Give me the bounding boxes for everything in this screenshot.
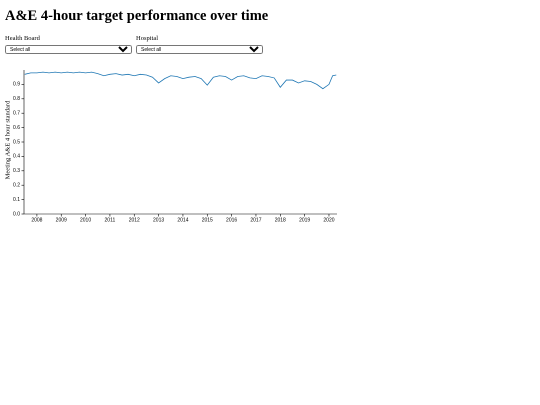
x-tick-label: 2017 [250,217,261,223]
page-title: A&E 4-hour target performance over time [5,8,269,24]
hospital-select[interactable]: Select all [136,45,263,54]
x-tick-label: 2016 [226,217,237,223]
filter-label: Hospital [136,35,159,42]
y-tick-label: 0.9 [13,82,20,88]
health-board-filter: Health Board Select all [5,35,132,54]
x-tick-label: 2015 [202,217,213,223]
chart: Meeting A&E 4 hour standard 0.0 0.1 0.2 0.3… [4,70,337,223]
filter-label: Health Board [5,35,40,42]
y-tick-label: 0.6 [13,125,20,131]
x-tick-label: 2011 [105,217,116,223]
y-tick-label: 0.0 [13,211,20,217]
y-tick-label: 0.5 [13,139,20,145]
x-tick-label: 2020 [323,217,334,223]
x-tick-label: 2014 [177,217,188,223]
y-tick-label: 0.8 [13,96,20,102]
line [24,71,337,90]
x-tick-label: 2013 [153,217,164,223]
x-tick-label: 2009 [56,217,67,223]
x-tick-label: 2019 [299,217,310,223]
y-tick-label: 0.2 [13,183,20,189]
x-tick-label: 2008 [31,217,42,223]
y-tick-label: 0.3 [13,168,20,174]
x-tick-label: 2012 [129,217,140,223]
y-axis-label: Meeting A&E 4 hour standard [4,100,11,179]
y-tick-label: 0.7 [13,111,20,117]
health-board-select[interactable]: Select all [5,45,132,54]
x-tick-label: 2018 [275,217,286,223]
x-tick-label: 2010 [80,217,91,223]
y-tick-label: 0.1 [13,197,20,203]
hospital-filter: Hospital Select all [136,35,263,54]
y-tick-label: 0.4 [13,154,20,160]
